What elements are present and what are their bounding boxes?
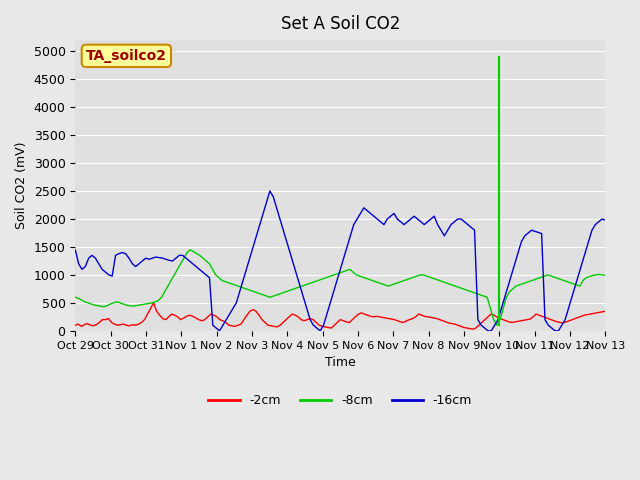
- Text: TA_soilco2: TA_soilco2: [86, 49, 167, 63]
- X-axis label: Time: Time: [325, 356, 356, 369]
- Y-axis label: Soil CO2 (mV): Soil CO2 (mV): [15, 142, 28, 229]
- Title: Set A Soil CO2: Set A Soil CO2: [280, 15, 400, 33]
- Legend: -2cm, -8cm, -16cm: -2cm, -8cm, -16cm: [204, 389, 477, 412]
